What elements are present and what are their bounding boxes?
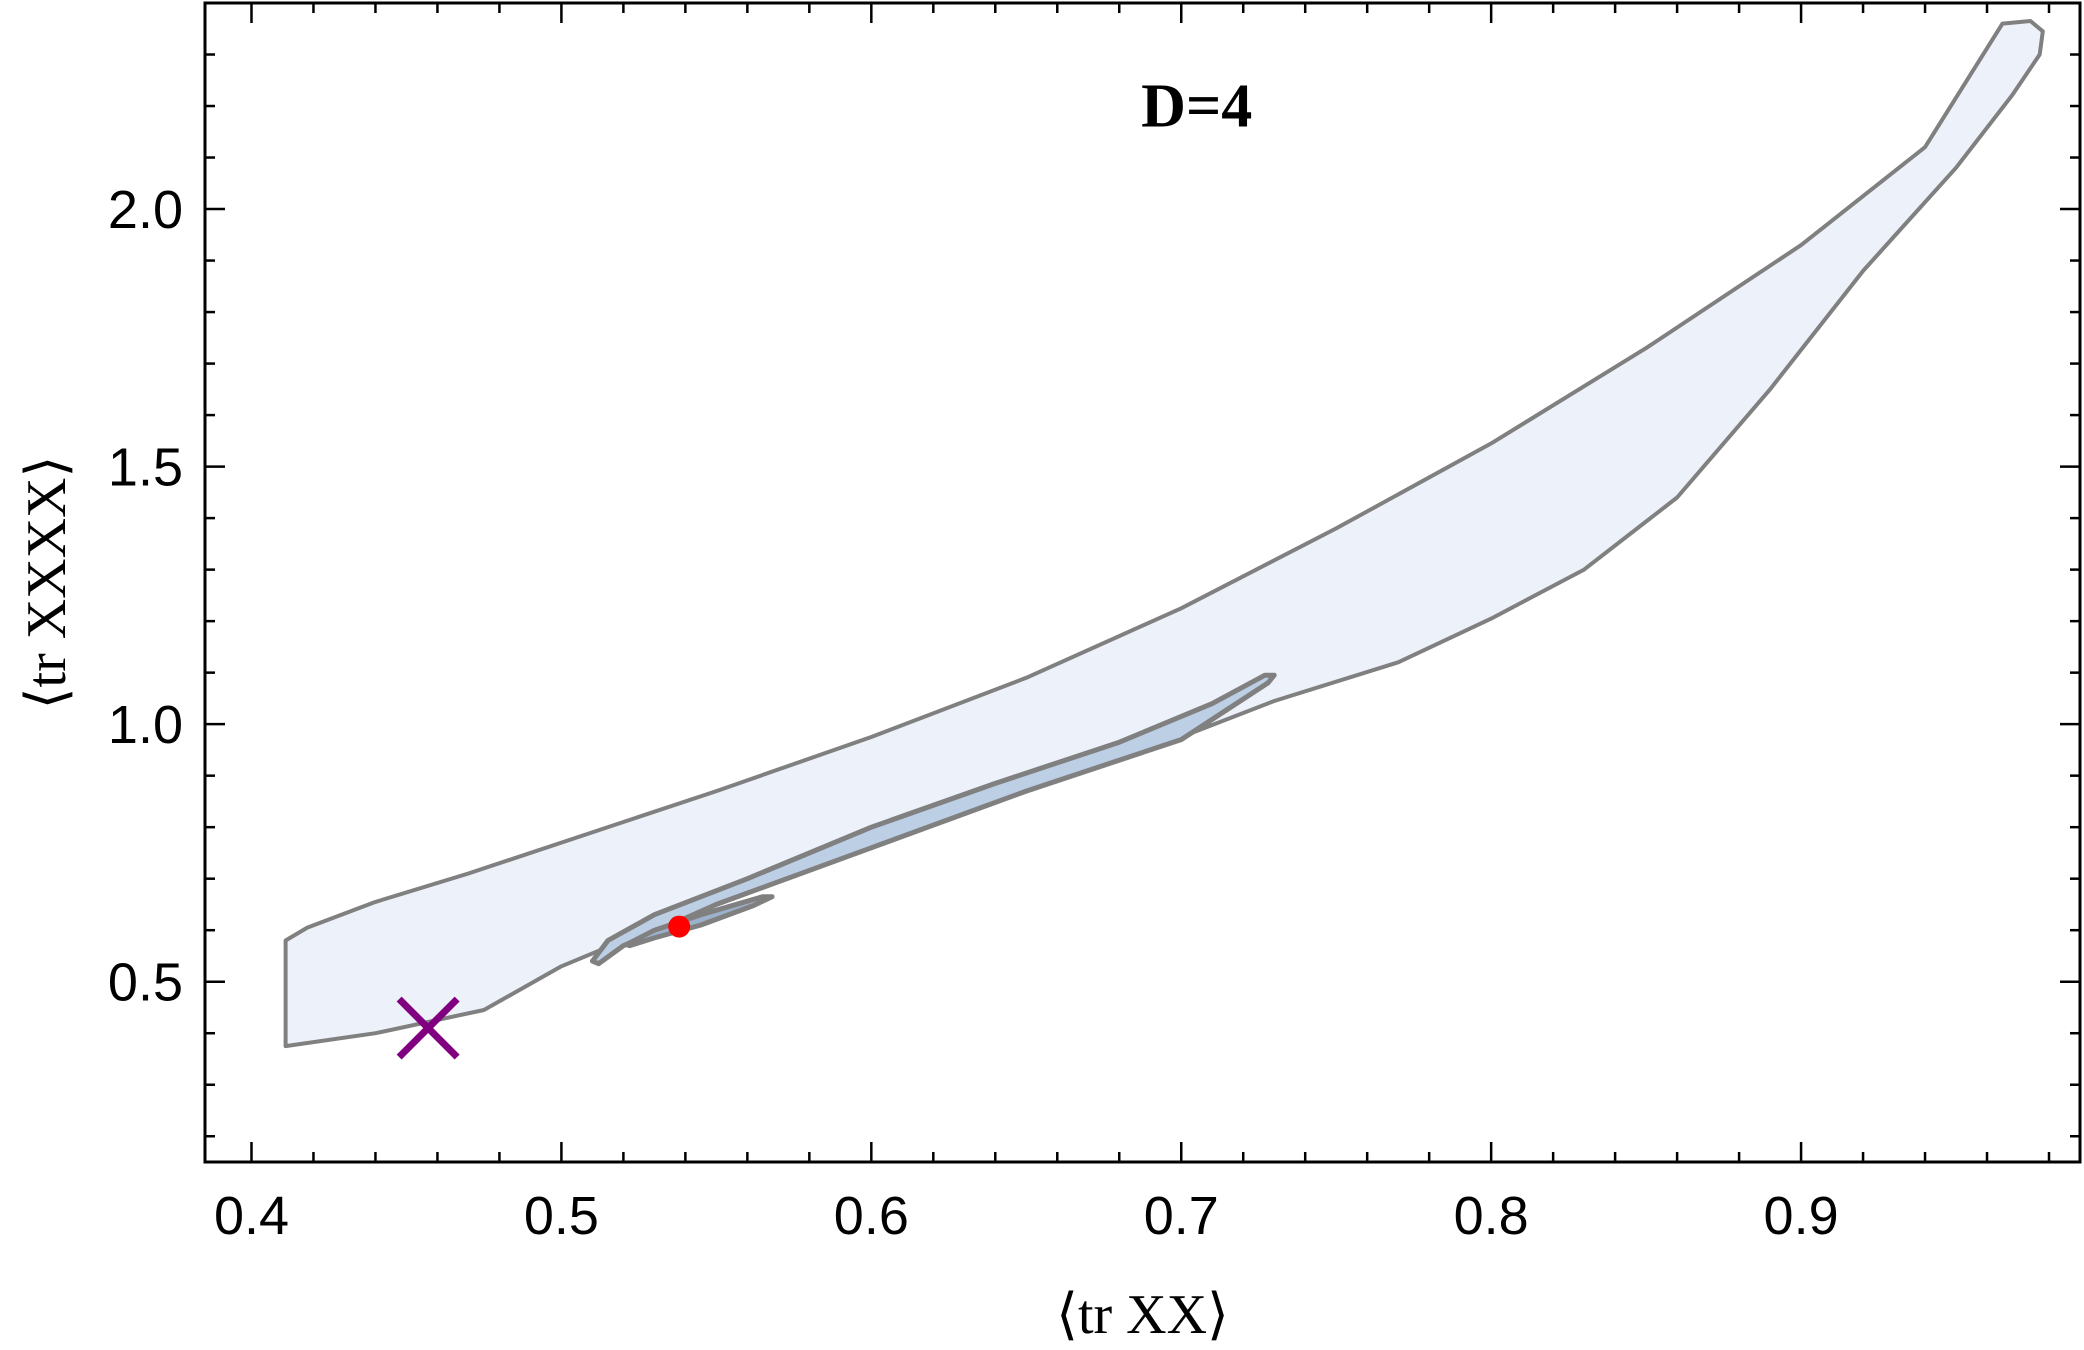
- markers: [396, 915, 691, 1060]
- x-axis-title: ⟨tr XX⟩: [1056, 1284, 1229, 1346]
- data-point-dot: [668, 915, 691, 938]
- cross-stroke: [396, 996, 460, 1060]
- y-axis-title: ⟨tr XXXX⟩: [16, 456, 78, 710]
- y-tick-label: 1.0: [108, 695, 183, 755]
- x-tick-label: 0.5: [524, 1186, 599, 1246]
- x-tick-label: 0.4: [214, 1186, 289, 1246]
- y-tick-label: 2.0: [108, 180, 183, 240]
- region-outer: [283, 19, 2045, 1049]
- y-tick-label: 1.5: [108, 438, 183, 498]
- region-inner: [589, 672, 1277, 967]
- y-tick-label: 0.5: [108, 953, 183, 1013]
- x-tick-label: 0.9: [1764, 1186, 1839, 1246]
- regions: [283, 19, 2045, 1049]
- plot-frame: [203, 1, 2082, 1164]
- x-tick-label: 0.8: [1454, 1186, 1529, 1246]
- chart-title: D=4: [1141, 73, 1252, 141]
- ticks: [205, 1, 2080, 1162]
- x-tick-label: 0.6: [834, 1186, 909, 1246]
- tick-labels: 0.4 0.5 0.6 0.7 0.8 0.9 0.5 1.0 1.5 2.0: [108, 180, 1839, 1246]
- data-point-cross: [396, 996, 460, 1060]
- x-tick-label: 0.7: [1144, 1186, 1219, 1246]
